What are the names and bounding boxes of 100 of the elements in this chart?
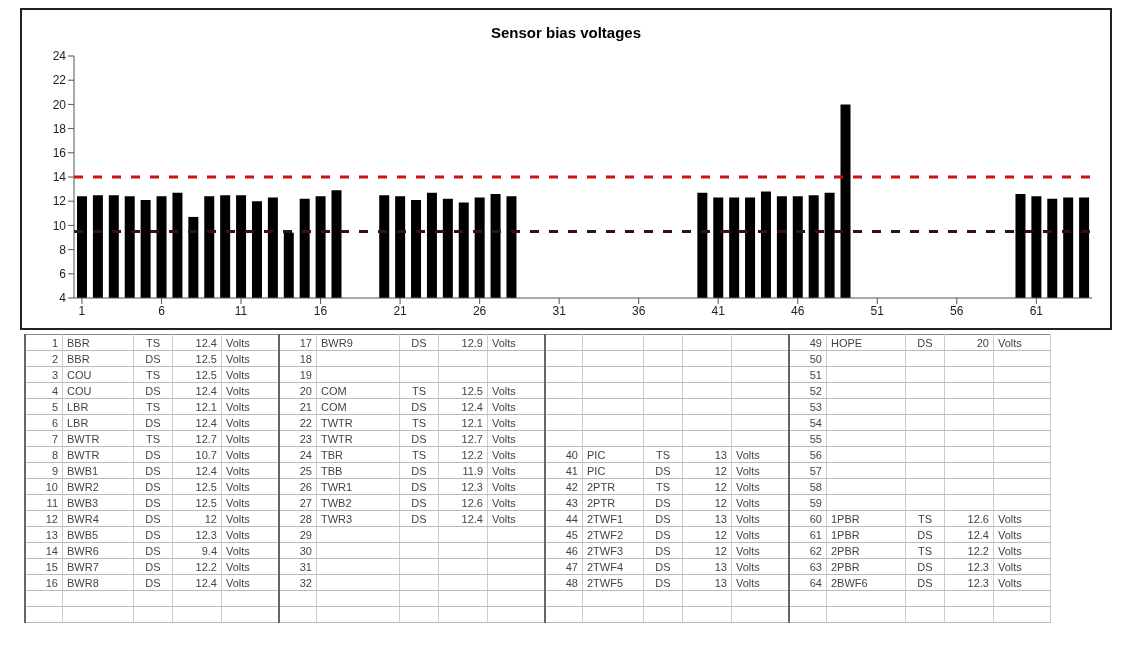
text: DS	[411, 400, 427, 413]
text: 9.4	[201, 544, 217, 557]
text: Volts	[736, 480, 760, 493]
text: 31	[299, 560, 312, 573]
y-tick-label: 14	[52, 170, 67, 185]
text: LBR	[67, 400, 89, 413]
text: 15	[45, 560, 58, 573]
text: 12.4	[967, 528, 989, 541]
text: 49	[809, 336, 822, 349]
text: Volts	[736, 560, 760, 573]
text: 26	[299, 480, 312, 493]
text: 62	[809, 544, 822, 557]
text: Volts	[492, 400, 516, 413]
text: Volts	[492, 480, 516, 493]
text: DS	[917, 528, 933, 541]
text: 12.4	[195, 576, 217, 589]
text: BWR8	[67, 576, 99, 589]
text: 58	[809, 480, 822, 493]
x-tick-label: 11	[234, 303, 248, 318]
text: 12.4	[195, 336, 217, 349]
text: 30	[299, 544, 312, 557]
text: 12	[714, 480, 727, 493]
y-tick-label: 22	[52, 73, 67, 88]
text: DS	[411, 336, 427, 349]
x-tick-label: 21	[393, 303, 408, 318]
text: BWR2	[67, 480, 99, 493]
text: 12	[204, 512, 217, 525]
text: TBR	[321, 448, 343, 461]
text: 47	[565, 560, 578, 573]
text: BWR6	[67, 544, 99, 557]
text: BWB5	[67, 528, 99, 541]
text: 25	[299, 464, 312, 477]
text: DS	[917, 336, 933, 349]
text: Volts	[492, 384, 516, 397]
text: BBR	[67, 336, 90, 349]
text: TWTR	[321, 416, 353, 429]
text: 2TWF1	[587, 512, 624, 525]
text: Volts	[226, 560, 250, 573]
text: TS	[411, 384, 427, 397]
text: 32	[299, 576, 312, 589]
text: 2TWF2	[587, 528, 624, 541]
y-tick-label: 18	[52, 121, 67, 136]
text: Volts	[226, 336, 250, 349]
text: 2TWF4	[587, 560, 624, 573]
text: DS	[145, 512, 161, 525]
text: TS	[917, 512, 933, 525]
text: BWTR	[67, 448, 100, 461]
text: 12	[714, 464, 727, 477]
text: LBR	[67, 416, 89, 429]
text: 29	[299, 528, 312, 541]
text: 12.5	[195, 368, 217, 381]
text: 22	[299, 416, 312, 429]
text: Volts	[492, 512, 516, 525]
text: 13	[714, 560, 727, 573]
text: DS	[145, 496, 161, 509]
text: Volts	[226, 384, 250, 397]
text: TS	[655, 448, 671, 461]
text: Volts	[998, 512, 1022, 525]
text: TS	[917, 544, 933, 557]
text: Volts	[736, 496, 760, 509]
x-tick-label: 61	[1029, 303, 1044, 318]
text: 48	[565, 576, 578, 589]
text: DS	[411, 496, 427, 509]
text: 63	[809, 560, 822, 573]
text: 42	[565, 480, 578, 493]
text: COU	[67, 384, 92, 397]
text: 41	[565, 464, 578, 477]
text: 7	[51, 432, 58, 445]
text: 44	[565, 512, 578, 525]
text: 12.2	[461, 448, 483, 461]
text: TWR1	[321, 480, 353, 493]
y-tick-label: 12	[52, 194, 67, 209]
text: 1	[51, 336, 58, 349]
text: BBR	[67, 352, 90, 365]
text: DS	[145, 448, 161, 461]
text: Volts	[492, 432, 516, 445]
text: Volts	[998, 336, 1022, 349]
text: 12.1	[461, 416, 483, 429]
text: DS	[917, 560, 933, 573]
text: BWB3	[67, 496, 99, 509]
text: DS	[145, 352, 161, 365]
text: 12	[714, 528, 727, 541]
text: 45	[565, 528, 578, 541]
text: COU	[67, 368, 92, 381]
text: DS	[655, 576, 671, 589]
text: 13	[45, 528, 58, 541]
text: Volts	[998, 576, 1022, 589]
text: Volts	[492, 496, 516, 509]
text: TS	[655, 480, 671, 493]
text: 11.9	[462, 464, 483, 477]
text: 57	[809, 464, 822, 477]
text: Volts	[492, 448, 516, 461]
text: 23	[299, 432, 312, 445]
text: PIC	[587, 464, 606, 477]
text: DS	[145, 544, 161, 557]
text: Volts	[226, 528, 250, 541]
text: 51	[809, 368, 822, 381]
text: HOPE	[831, 336, 863, 349]
text: 43	[565, 496, 578, 509]
text: Volts	[492, 336, 516, 349]
